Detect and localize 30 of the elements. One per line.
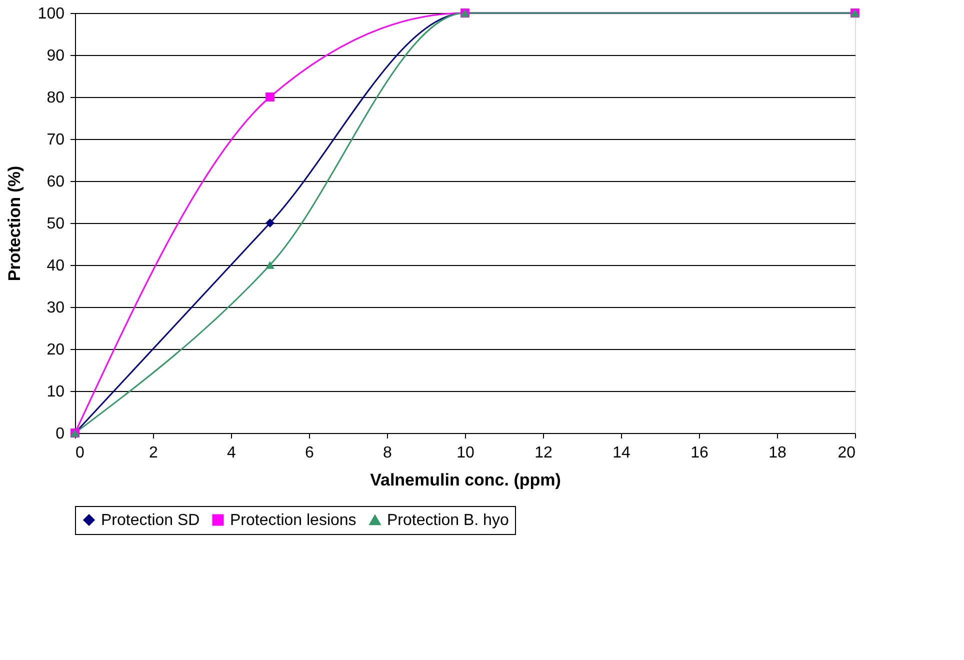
x-tick-label: 10 [456,444,474,462]
x-tick-label: 8 [383,444,392,462]
y-tick-label: 80 [46,90,65,106]
point [266,218,274,228]
y-tick-label: 30 [46,300,65,316]
legend-label: Protection SD [101,512,200,529]
x-tick-label: 0 [76,444,84,462]
y-tick-label: 10 [46,384,65,400]
x-tick-label: 14 [612,444,630,462]
x-tick-label: 12 [534,444,552,462]
y-tick-label: 0 [56,426,65,442]
y-tick-label: 50 [46,216,65,232]
y-tick-label: 70 [46,132,65,148]
legend-label: Protection lesions [230,512,356,529]
x-axis-title: Valnemulin conc. (ppm) [370,470,561,490]
legend-label: Protection B. hyo [387,512,509,529]
x-tick-label: 6 [305,444,314,462]
y-tick-label: 60 [46,174,65,190]
y-axis-title: Protection (%) [4,166,24,282]
y-tick-label: 90 [46,48,65,64]
point [266,92,274,102]
y-tick-label: 100 [38,6,65,22]
y-tick-label: 20 [46,342,65,358]
x-tick-label: 2 [149,444,158,462]
point [266,261,274,269]
x-tick-label: 4 [227,444,236,462]
y-tick-label: 40 [46,258,65,274]
x-tick-label: 18 [768,444,786,462]
x-tick-label: 16 [690,444,708,462]
x-tick-label: 20 [838,444,856,462]
